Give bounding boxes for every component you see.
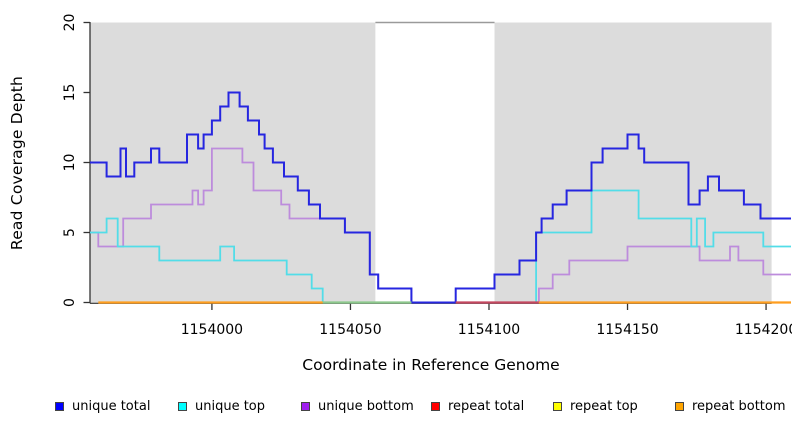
legend-label-repeat-total: repeat total: [448, 399, 525, 414]
shaded-region-0: [90, 22, 376, 303]
y-tick-label: 0: [62, 298, 78, 307]
x-tick-label: 1154100: [458, 322, 520, 338]
legend-label-repeat-bottom: repeat bottom: [692, 399, 786, 414]
series-line-unique-total: [90, 91, 791, 304]
legend-item-repeat-top: repeat top: [553, 399, 638, 414]
legend-label-repeat-top: repeat top: [570, 399, 638, 414]
shaded-region-1: [494, 22, 772, 303]
chart-legend: unique total unique top unique bottom repea…: [0, 399, 792, 417]
x-tick-label: 1154000: [181, 322, 243, 338]
x-axis-title: Coordinate in Reference Genome: [302, 356, 560, 374]
y-tick-label: 20: [62, 14, 78, 32]
legend-label-unique-bottom: unique bottom: [318, 399, 414, 414]
legend-swatch-unique-total: [55, 402, 64, 411]
legend-swatch-unique-top: [178, 402, 187, 411]
legend-swatch-repeat-bottom: [675, 402, 684, 411]
legend-item-unique-bottom: unique bottom: [301, 399, 414, 414]
x-tick-label: 1154200: [735, 322, 792, 338]
legend-label-unique-top: unique top: [195, 399, 266, 414]
legend-item-unique-total: unique total: [55, 399, 150, 414]
y-axis-title: Read Coverage Depth: [8, 76, 26, 251]
legend-swatch-repeat-top: [553, 402, 562, 411]
y-tick-label: 10: [62, 154, 78, 172]
legend-item-repeat-total: repeat total: [431, 399, 524, 414]
legend-swatch-repeat-total: [431, 402, 440, 411]
legend-swatch-unique-bottom: [301, 402, 310, 411]
legend-label-unique-total: unique total: [72, 399, 151, 414]
legend-item-unique-top: unique top: [178, 399, 265, 414]
y-tick-label: 5: [62, 228, 78, 237]
x-tick-label: 1154050: [319, 322, 381, 338]
y-tick-label: 15: [62, 84, 78, 102]
legend-item-repeat-bottom: repeat bottom: [675, 399, 786, 414]
x-tick-label: 1154150: [596, 322, 658, 338]
